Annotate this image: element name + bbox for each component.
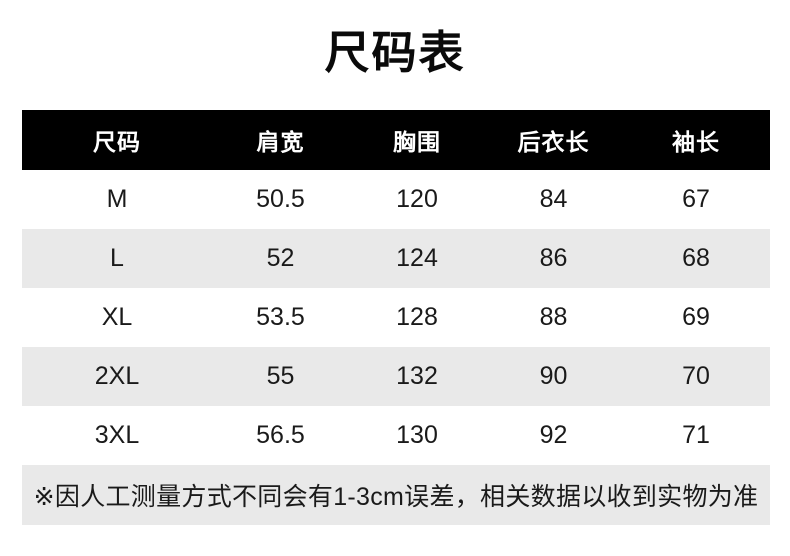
- cell-back-length: 90: [539, 362, 568, 390]
- cell-shoulder: 55: [266, 362, 295, 390]
- table-header-row: 尺码 肩宽 胸围 后衣长 袖长: [22, 110, 770, 170]
- cell-shoulder: 52: [266, 244, 295, 272]
- table-body: M 50.5 120 84 67 L 52 124 86 68 XL 53.5 …: [22, 170, 770, 525]
- cell-back-length: 84: [539, 185, 568, 213]
- cell-back-length: 88: [539, 303, 568, 331]
- cell-sleeve: 70: [682, 362, 710, 390]
- table-row: XL 53.5 128 88 69: [22, 288, 770, 347]
- cell-sleeve: 71: [682, 421, 710, 449]
- cell-chest: 132: [396, 362, 438, 390]
- measurement-note: ※因人工测量方式不同会有1-3cm误差，相关数据以收到实物为准: [33, 483, 759, 511]
- page-title: 尺码表: [324, 26, 466, 79]
- size-table: 尺码 肩宽 胸围 后衣长 袖长 M 50.5 120 84 67 L 52 12…: [22, 110, 770, 525]
- table-row: L 52 124 86 68: [22, 229, 770, 288]
- cell-sleeve: 67: [682, 185, 710, 213]
- cell-size: L: [110, 244, 124, 272]
- column-header-sleeve: 袖长: [672, 130, 720, 156]
- cell-size: 3XL: [94, 421, 140, 449]
- cell-back-length: 86: [539, 244, 568, 272]
- cell-size: XL: [101, 303, 133, 331]
- table-row: 3XL 56.5 130 92 71: [22, 406, 770, 465]
- column-header-back-length: 后衣长: [517, 130, 590, 156]
- cell-shoulder: 50.5: [256, 185, 305, 213]
- cell-chest: 130: [396, 421, 438, 449]
- table-header: 尺码 肩宽 胸围 后衣长 袖长: [22, 110, 770, 170]
- cell-chest: 128: [396, 303, 438, 331]
- cell-chest: 124: [396, 244, 438, 272]
- table-row: 2XL 55 132 90 70: [22, 347, 770, 406]
- cell-sleeve: 69: [682, 303, 710, 331]
- column-header-size: 尺码: [93, 130, 141, 156]
- cell-size: 2XL: [94, 362, 140, 390]
- column-header-shoulder: 肩宽: [256, 130, 305, 156]
- cell-sleeve: 68: [682, 244, 710, 272]
- cell-shoulder: 53.5: [256, 303, 305, 331]
- cell-shoulder: 56.5: [256, 421, 305, 449]
- cell-back-length: 92: [539, 421, 568, 449]
- cell-chest: 120: [396, 185, 438, 213]
- table-row: M 50.5 120 84 67: [22, 170, 770, 229]
- cell-size: M: [106, 185, 128, 213]
- measurement-note-row: ※因人工测量方式不同会有1-3cm误差，相关数据以收到实物为准: [22, 465, 770, 525]
- column-header-chest: 胸围: [393, 130, 441, 156]
